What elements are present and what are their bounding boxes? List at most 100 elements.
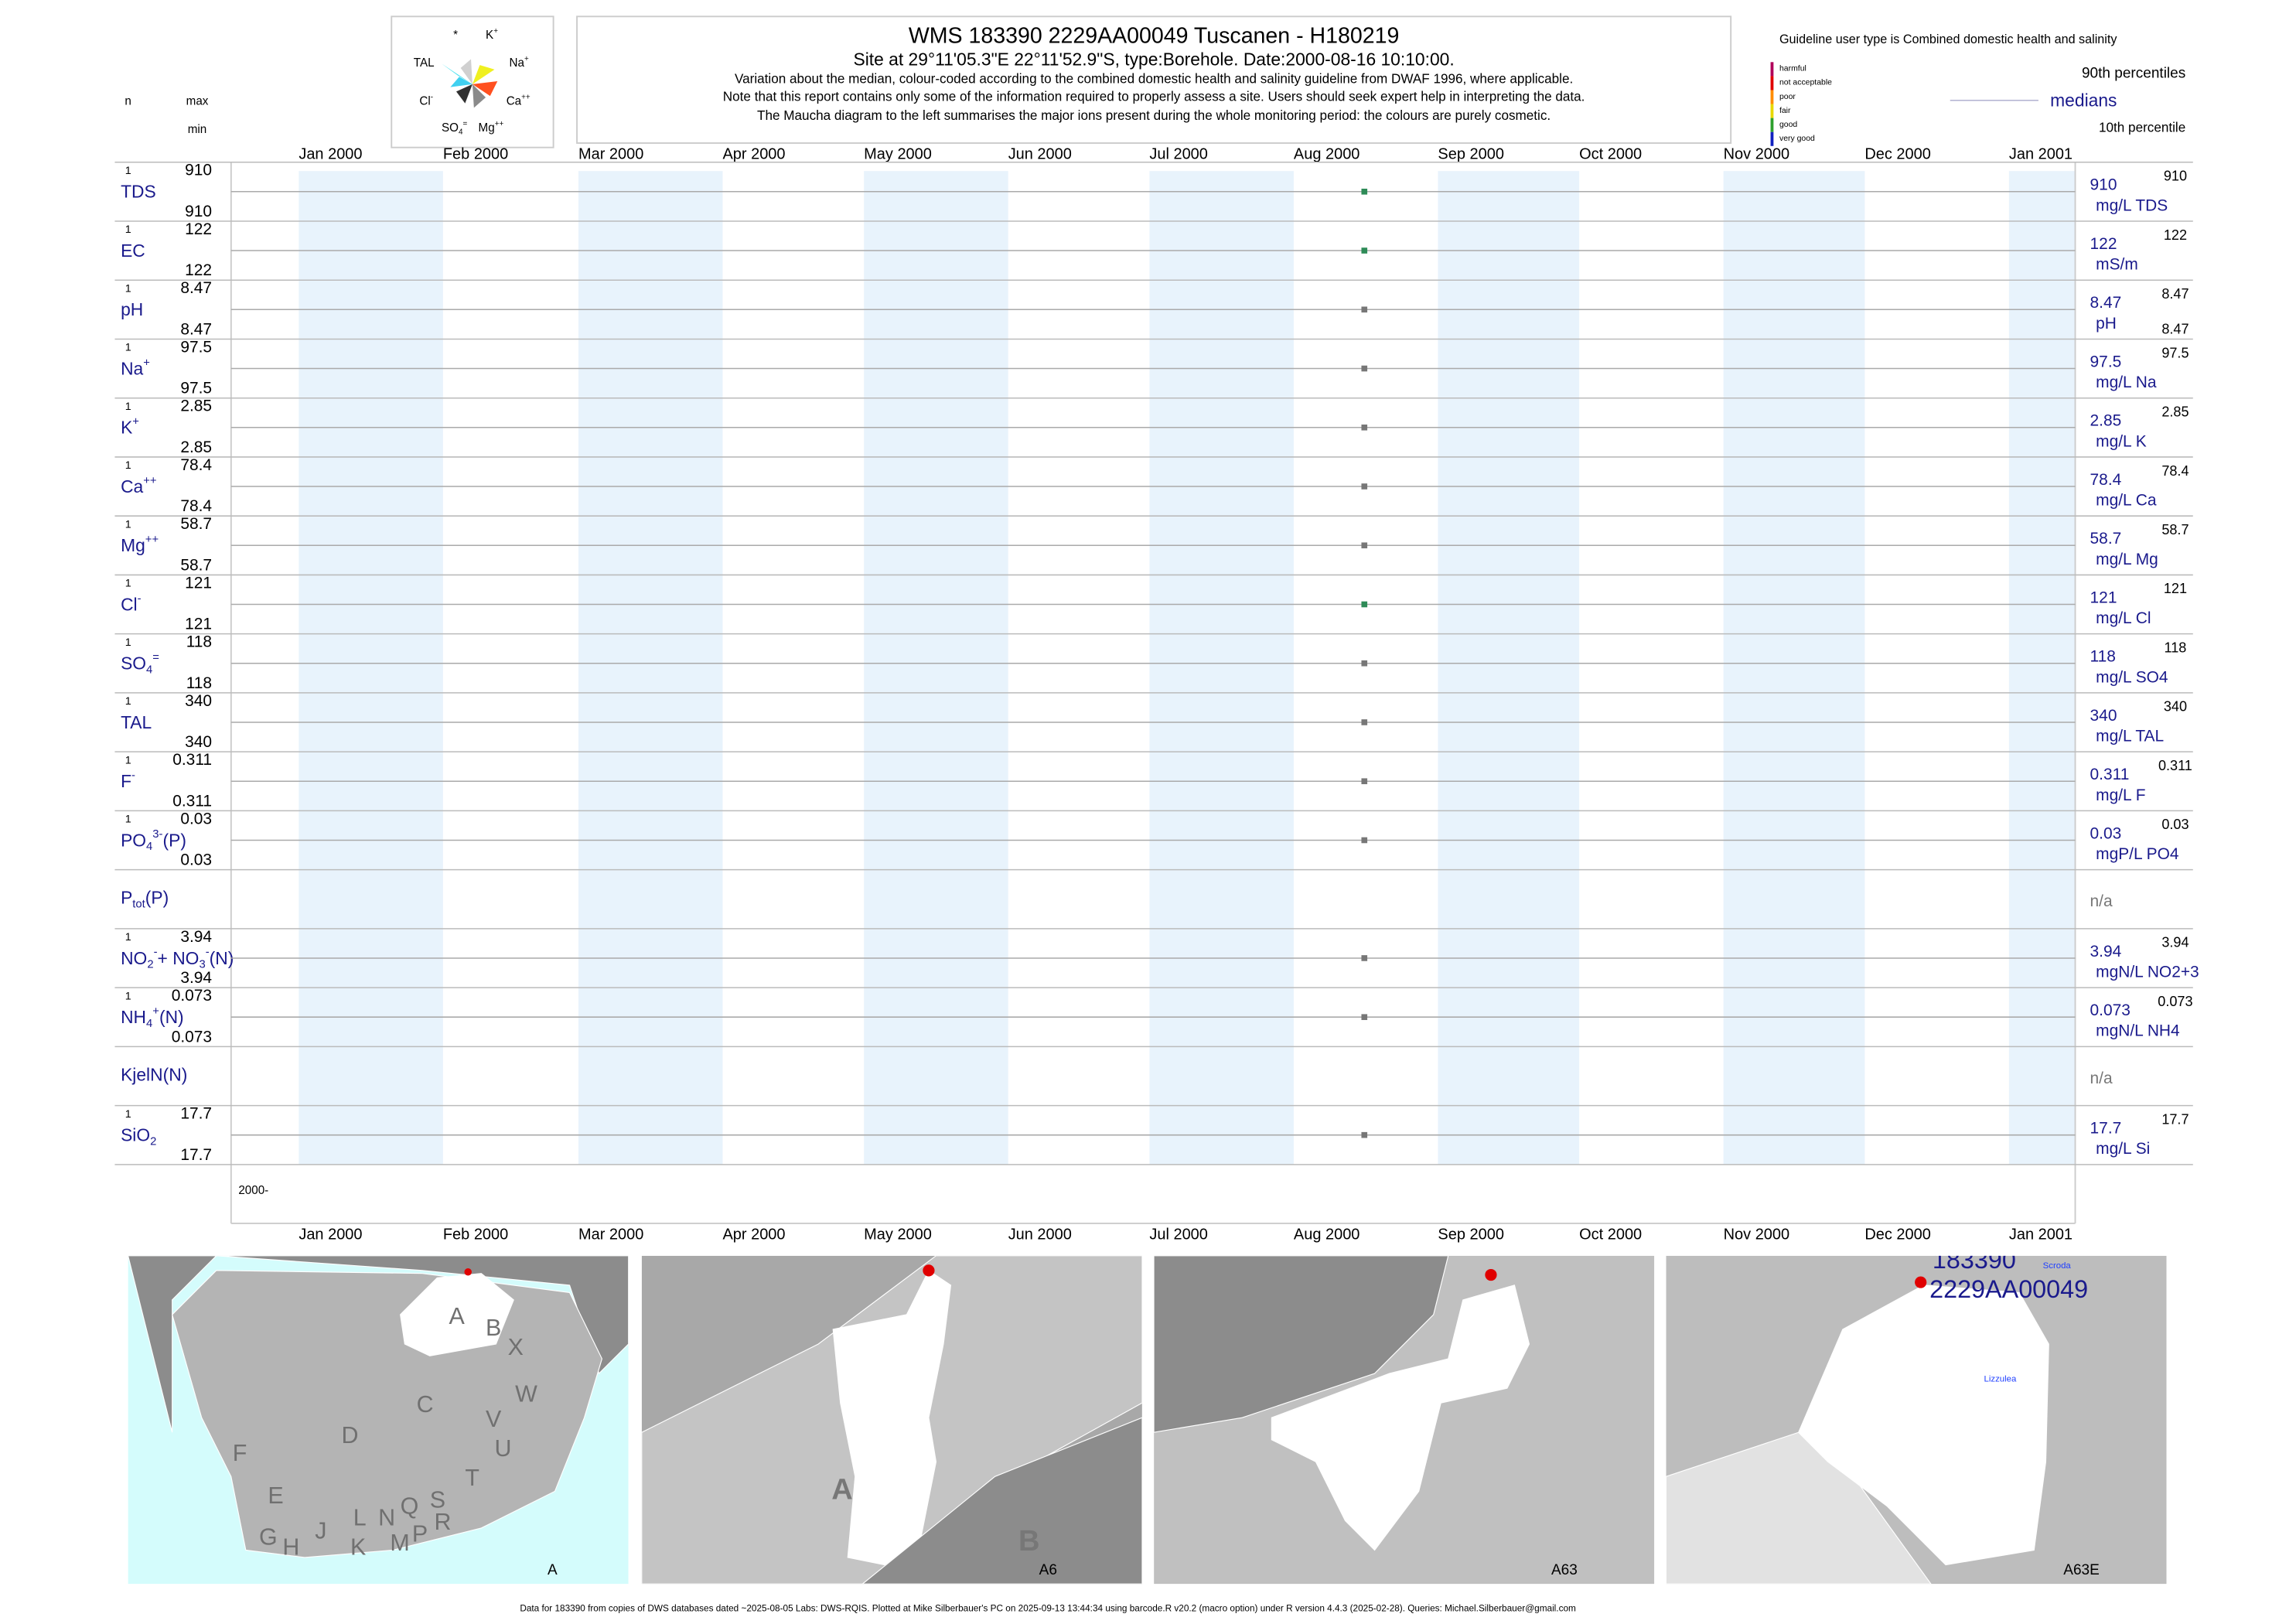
guideline-class: fair: [1779, 107, 1791, 115]
max-header: max: [186, 95, 209, 108]
parameter-label: Mg++: [121, 534, 159, 555]
sample-point: [1361, 247, 1368, 254]
max-value: 17.7: [180, 1105, 212, 1123]
map-area: [128, 1255, 629, 1433]
median-value: 17.7: [2090, 1120, 2122, 1138]
label-part: (N): [159, 1007, 184, 1027]
median-value: 122: [2090, 235, 2117, 253]
max-value: 58.7: [180, 515, 212, 533]
unit: mg/L Mg: [2096, 551, 2158, 568]
label-part: +: [143, 357, 150, 369]
maucha-label: Na+: [510, 55, 529, 70]
map-label: J: [315, 1518, 326, 1544]
unit: mg/L Si: [2096, 1140, 2150, 1158]
p90-value: 97.5: [2161, 345, 2189, 360]
month-label: Dec 2000: [1864, 146, 1930, 163]
site-marker: [1485, 1268, 1497, 1281]
parameter-label: SiO2: [121, 1125, 156, 1148]
month-label: Jan 2001: [2009, 146, 2073, 163]
maucha-label: Cl-: [419, 93, 433, 107]
label-part: Cl: [121, 594, 138, 614]
label-part: 4: [459, 128, 463, 136]
p90-value: 78.4: [2161, 463, 2189, 479]
map-area: [1798, 1285, 2049, 1566]
map-shapes: [1154, 1255, 1530, 1551]
title-box: [576, 15, 1732, 144]
map-panel: A63: [1154, 1255, 1655, 1585]
max-value: 118: [186, 633, 212, 651]
maucha-sector: [450, 77, 473, 87]
legend-median: medians: [2050, 90, 2117, 111]
p90-value: 0.073: [2158, 994, 2192, 1009]
n-value: 1: [125, 931, 131, 943]
guideline-class: not acceptable: [1779, 79, 1832, 87]
map-label: G: [259, 1523, 278, 1550]
map-label: U: [494, 1435, 511, 1462]
label-part: ++: [143, 475, 156, 487]
guideline-swatch: [1770, 90, 1774, 104]
sample-point: [1361, 424, 1368, 431]
label-part: -: [154, 947, 158, 959]
label-part: Ca: [121, 476, 143, 496]
p90-value: 121: [2164, 581, 2187, 596]
median-value: 0.311: [2090, 766, 2130, 783]
p10-value: 8.47: [2161, 322, 2189, 337]
parameter-label: SO4=: [121, 651, 159, 676]
p90-value: 8.47: [2161, 286, 2189, 302]
month-label: May 2000: [864, 1226, 932, 1243]
map-area: [861, 1417, 1142, 1585]
label-part: NH: [121, 1007, 146, 1027]
p90-value: 0.03: [2161, 817, 2189, 832]
n-value: 1: [125, 342, 131, 354]
month-label: Jul 2000: [1149, 1226, 1208, 1243]
label-part: KjelN(N): [121, 1064, 187, 1084]
parameter-label: Na+: [121, 357, 150, 378]
sample-point: [1361, 719, 1368, 725]
label-part: 2: [147, 959, 153, 971]
note: Variation about the median, colour-coded…: [735, 72, 1573, 87]
label-part: ++: [495, 119, 504, 128]
site-marker: [923, 1264, 935, 1277]
label-part: NO: [121, 948, 147, 968]
sample-point: [1361, 837, 1368, 844]
parameter-label: KjelN(N): [121, 1064, 187, 1084]
month-band: [2008, 171, 2076, 1165]
max-value: 78.4: [180, 456, 212, 474]
map-label: A: [449, 1303, 465, 1329]
min-value: 910: [185, 203, 212, 220]
month-label: Apr 2000: [722, 1226, 785, 1243]
max-value: 122: [185, 220, 212, 238]
guideline-swatch: [1770, 104, 1774, 118]
map-shapes: [128, 1255, 629, 1558]
footer: Data for 183390 from copies of DWS datab…: [520, 1604, 1576, 1614]
sample-point: [1361, 306, 1368, 313]
unit: mg/L Ca: [2096, 492, 2157, 510]
map-label: 2229AA00049: [1929, 1275, 2088, 1303]
maucha-box: [391, 15, 554, 148]
parameter-label: pH: [121, 299, 143, 319]
map-name: A63: [1551, 1562, 1578, 1578]
label-part: P: [121, 888, 132, 908]
label-part: -: [131, 769, 135, 782]
n-value: 1: [125, 814, 131, 826]
unit: mS/m: [2096, 256, 2138, 274]
median-value: 58.7: [2090, 530, 2122, 548]
p90-value: 118: [2165, 640, 2187, 655]
n-value: 1: [125, 459, 131, 472]
guideline-legend: harmful not acceptable poor fair good very go…: [1770, 62, 1832, 146]
unit: mgN/L NH4: [2096, 1022, 2180, 1040]
parameter-label: Ca++: [121, 475, 157, 496]
maucha-diagram: [441, 59, 498, 108]
month-band: [864, 171, 1008, 1165]
unit: mg/L Na: [2096, 374, 2157, 391]
median-value: 118: [2090, 648, 2116, 666]
month-label: Feb 2000: [443, 1226, 508, 1243]
guideline-swatch: [1770, 76, 1774, 90]
map-shapes: [641, 1255, 1142, 1585]
label-part: -: [431, 93, 433, 101]
site-marker: [1915, 1276, 1927, 1288]
map-label: X: [508, 1334, 524, 1360]
map-name: A6: [1039, 1562, 1057, 1578]
parameter-label: PO43-(P): [121, 828, 186, 853]
